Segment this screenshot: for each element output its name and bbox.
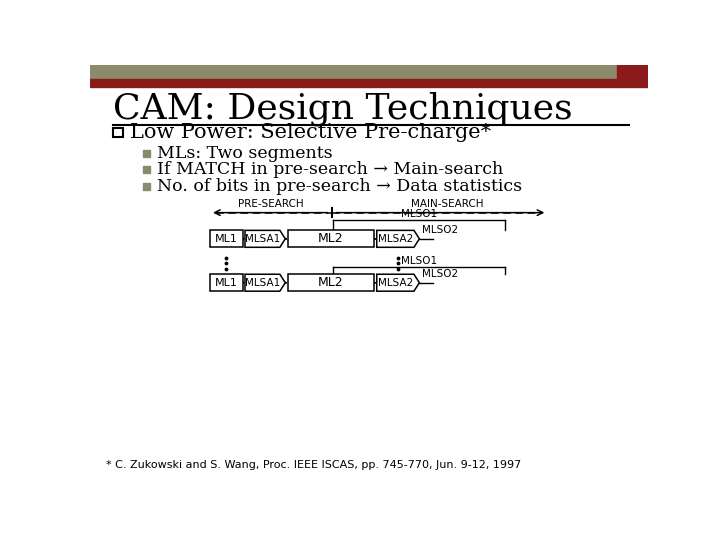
Text: PRE-SEARCH: PRE-SEARCH: [238, 199, 304, 209]
Text: ML2: ML2: [318, 232, 344, 245]
Text: Low Power: Selective Pre-charge*: Low Power: Selective Pre-charge*: [130, 123, 492, 142]
Bar: [210, 274, 243, 291]
Bar: [90, 65, 617, 79]
Bar: [143, 183, 150, 190]
Bar: [210, 231, 243, 247]
Text: If MATCH in pre-search → Main-search: If MATCH in pre-search → Main-search: [157, 161, 503, 178]
Text: MLSA2: MLSA2: [378, 278, 413, 288]
Text: MLSO2: MLSO2: [422, 269, 458, 279]
Text: ML1: ML1: [215, 234, 238, 244]
Text: MLSO1: MLSO1: [400, 209, 436, 219]
Text: ML1: ML1: [215, 278, 238, 288]
Text: MLs: Two segments: MLs: Two segments: [157, 145, 332, 162]
Text: CAM: Design Techniques: CAM: Design Techniques: [113, 92, 573, 126]
Text: MLSO1: MLSO1: [400, 256, 436, 266]
Bar: [90, 79, 617, 87]
Text: MLSA2: MLSA2: [378, 234, 413, 244]
Text: ML2: ML2: [318, 276, 344, 289]
Text: No. of bits in pre-search → Data statistics: No. of bits in pre-search → Data statist…: [157, 178, 522, 194]
Text: * C. Zukowski and S. Wang, Proc. IEEE ISCAS, pp. 745-770, Jun. 9-12, 1997: * C. Zukowski and S. Wang, Proc. IEEE IS…: [106, 460, 521, 470]
Bar: [143, 166, 150, 173]
Bar: [287, 231, 374, 247]
Text: MAIN-SEARCH: MAIN-SEARCH: [411, 199, 484, 209]
Text: MLSO2: MLSO2: [422, 225, 458, 235]
Polygon shape: [377, 274, 419, 291]
Text: MLSA1: MLSA1: [245, 234, 280, 244]
Bar: [287, 274, 374, 291]
Polygon shape: [245, 274, 285, 291]
Bar: [617, 65, 648, 87]
Polygon shape: [377, 231, 419, 247]
Bar: [143, 150, 150, 157]
Polygon shape: [245, 231, 285, 247]
Bar: [113, 128, 122, 137]
Text: MLSA1: MLSA1: [245, 278, 280, 288]
